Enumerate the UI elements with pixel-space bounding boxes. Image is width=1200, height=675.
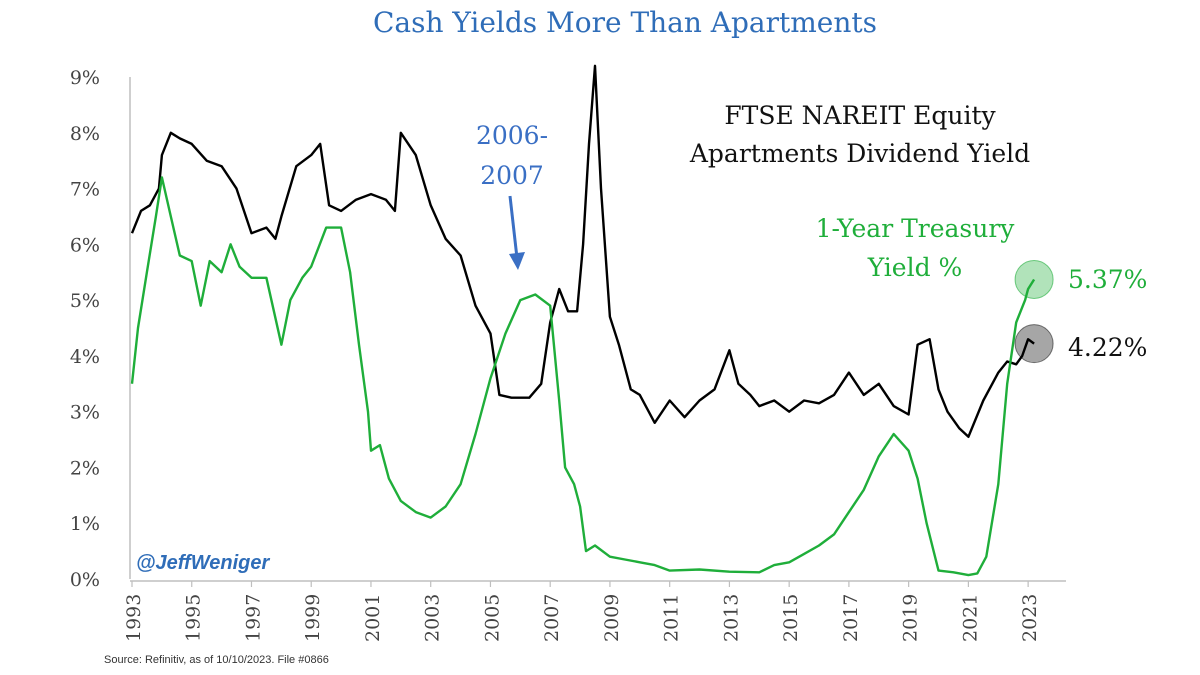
y-tick-label: 7% [70, 179, 100, 201]
x-tick-label: 2023 [1019, 594, 1041, 642]
x-tick-label: 1999 [302, 594, 324, 642]
x-tick-label: 2005 [481, 594, 503, 642]
x-tick-label: 1995 [183, 594, 205, 642]
end-marker-apartments [1014, 324, 1054, 364]
y-tick-label: 9% [70, 67, 100, 89]
y-tick-label: 6% [70, 234, 100, 256]
x-tick-label: 2009 [601, 594, 623, 642]
period-label-line2: 2007 [480, 161, 544, 190]
series-layer [130, 64, 1036, 577]
y-tick-label: 4% [70, 346, 100, 368]
author-handle: @JeffWeniger [136, 552, 270, 574]
axes: 0% 1% 2% 3% 4% 5% 6% 7% 8% 9% 1993 1995 1997 1999 2001… [70, 67, 1066, 642]
period-label-line1: 2006- [476, 121, 548, 150]
x-tick-label: 2003 [422, 594, 444, 642]
apartments-label-line2: Apartments Dividend Yield [689, 139, 1030, 168]
x-tick-label: 2017 [840, 594, 862, 642]
x-tick-label: 2021 [959, 594, 981, 642]
y-tick-label: 3% [70, 402, 100, 424]
end-marker-treasury [1014, 259, 1054, 299]
end-label-treasury: 5.37% [1068, 265, 1147, 294]
series-treasury-line [130, 176, 1036, 577]
y-tick-label: 1% [70, 513, 100, 535]
x-tick-label: 1997 [242, 594, 264, 642]
x-tick-label: 2013 [720, 594, 742, 642]
y-tick-label: 5% [70, 290, 100, 312]
chart-title: Cash Yields More Than Apartments [372, 6, 878, 39]
source-note: Source: Refinitiv, as of 10/10/2023. Fil… [104, 654, 329, 666]
y-tick-label: 2% [70, 457, 100, 479]
end-label-apartments: 4.22% [1068, 333, 1147, 362]
x-tick-label: 2015 [780, 594, 802, 642]
x-tick-label: 2019 [900, 594, 922, 642]
y-tick-label: 8% [70, 123, 100, 145]
treasury-label-line2: Yield % [867, 253, 963, 282]
treasury-label-line1: 1-Year Treasury [816, 214, 1016, 243]
x-tick-label: 2007 [541, 594, 563, 642]
x-tick-label: 2001 [362, 594, 384, 642]
x-tick-label: 1993 [123, 594, 145, 642]
x-tick-label: 2011 [661, 594, 683, 642]
period-arrow [508, 195, 525, 270]
apartments-label-line1: FTSE NAREIT Equity [724, 101, 996, 130]
markers [1014, 259, 1054, 364]
series-apartments-line [130, 64, 1035, 438]
y-tick-label: 0% [70, 569, 100, 591]
